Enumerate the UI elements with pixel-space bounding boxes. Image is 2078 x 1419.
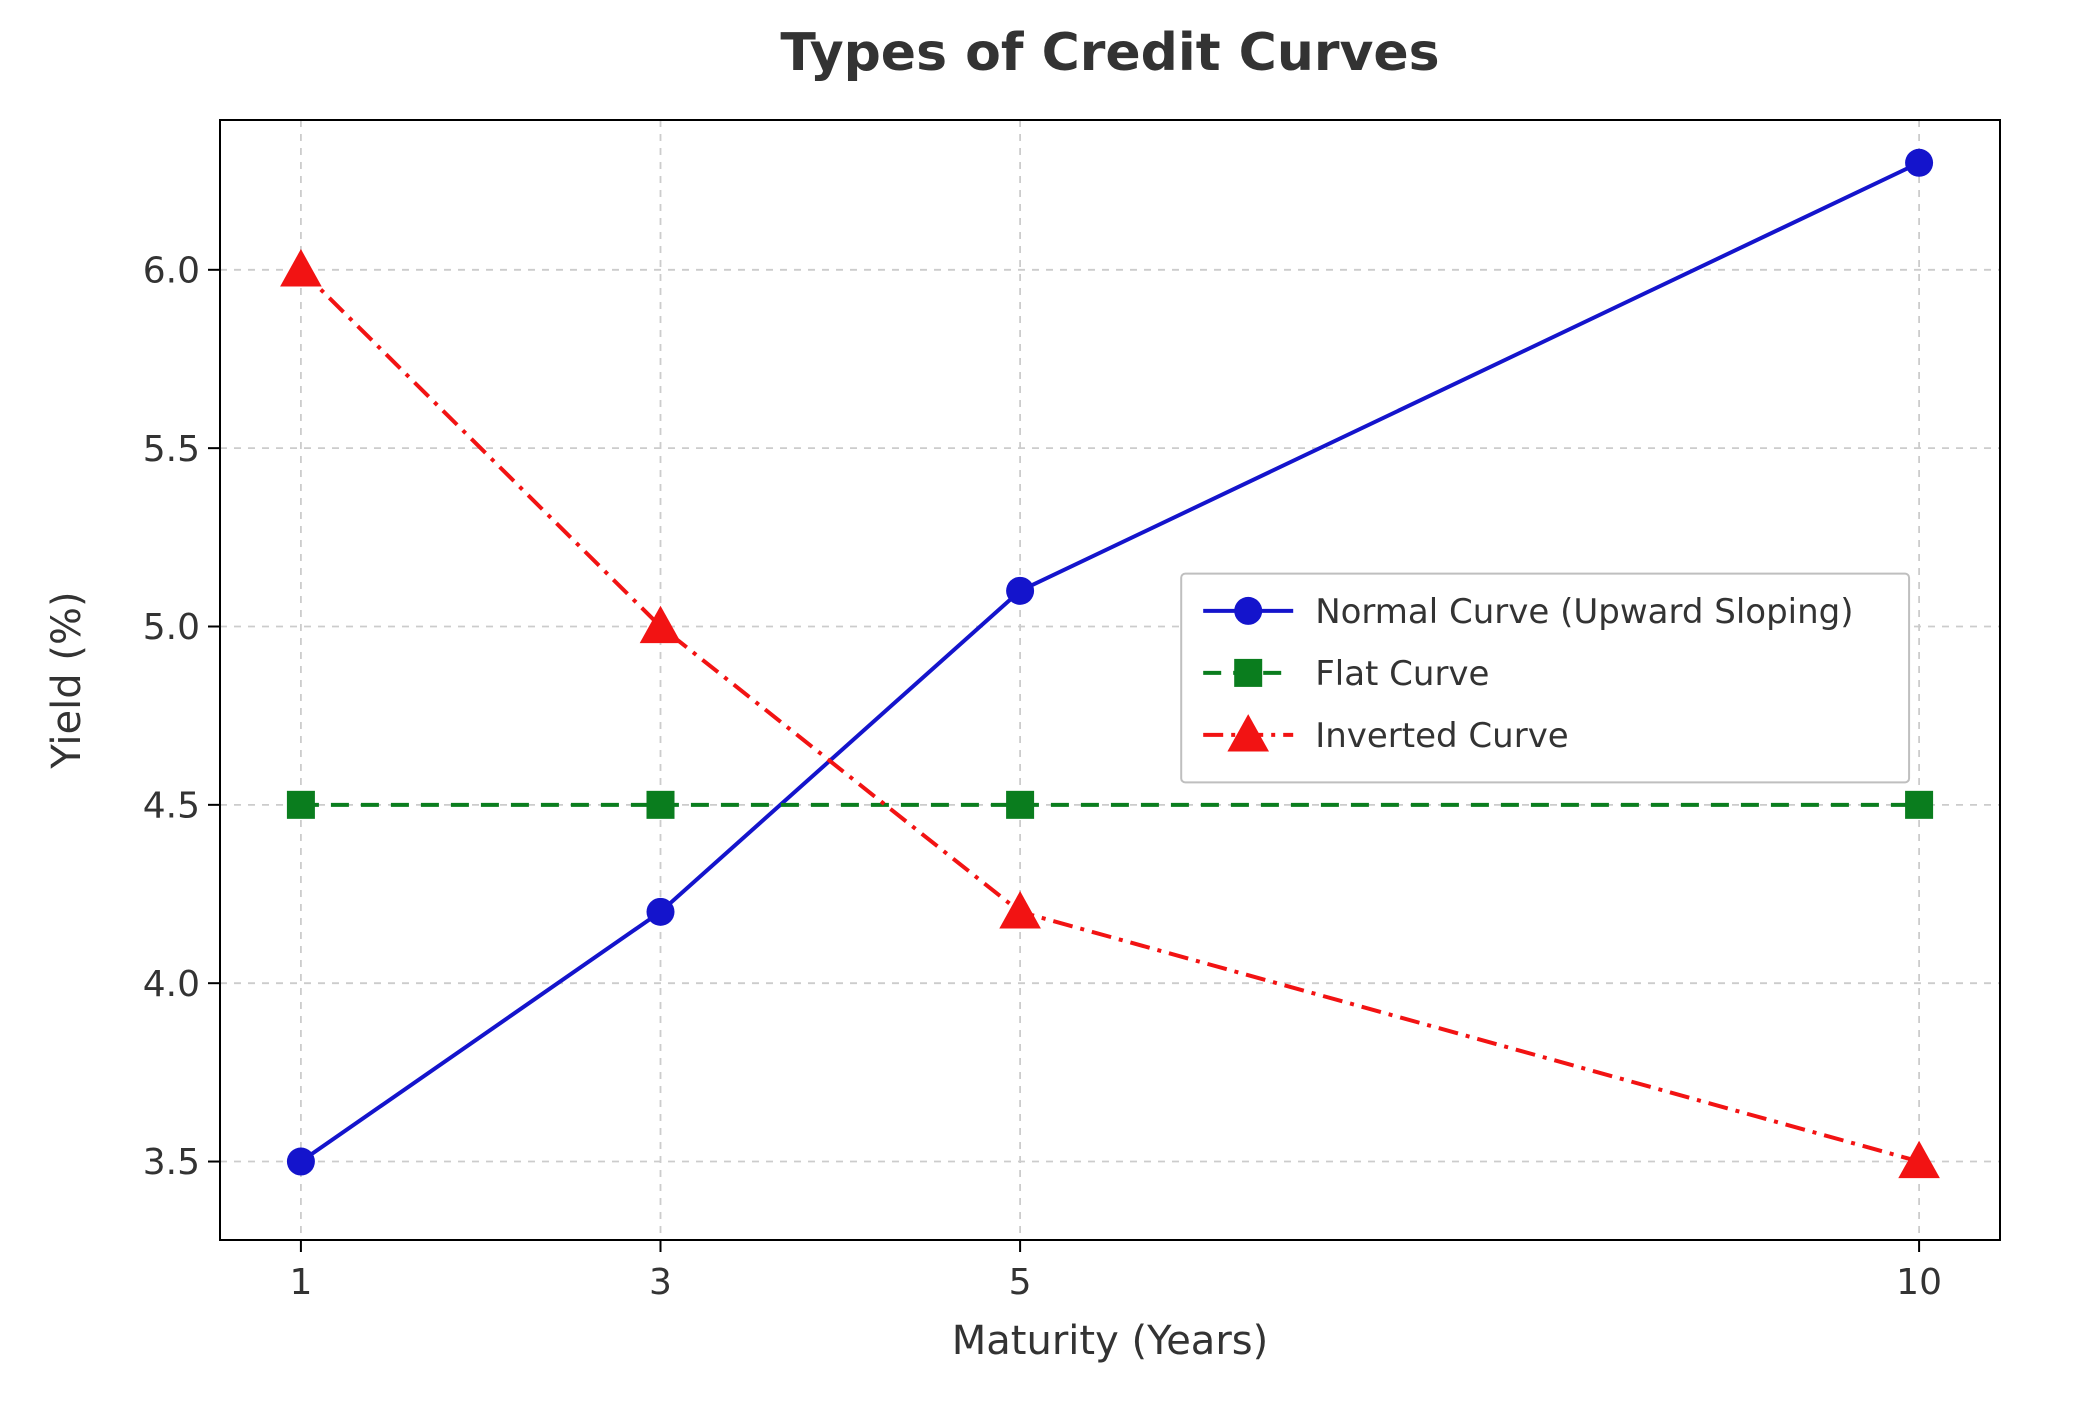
chart-container: 1 3 5 10 3.5 4.0 4.5 5.0 5.5 6.0 Maturity (Years) Y… [0, 0, 2078, 1419]
legend-label: Flat Curve [1315, 654, 1489, 694]
line-chart: 1 3 5 10 3.5 4.0 4.5 5.0 5.5 6.0 Maturity (Years) Y… [0, 0, 2078, 1419]
x-tick-label: 1 [289, 1262, 312, 1303]
chart-title: Types of Credit Curves [780, 23, 1439, 83]
y-tick-label: 5.5 [143, 429, 200, 470]
y-tick-label: 4.5 [143, 785, 200, 826]
x-tick-label: 3 [649, 1262, 672, 1303]
x-axis-label: Maturity (Years) [952, 1318, 1268, 1364]
y-tick-label: 3.5 [143, 1142, 200, 1183]
y-tick-label: 5.0 [143, 607, 200, 648]
x-tick-label: 5 [1009, 1262, 1032, 1303]
legend-label: Inverted Curve [1315, 716, 1569, 756]
y-tick-label: 6.0 [143, 250, 200, 291]
y-tick-label: 4.0 [143, 964, 200, 1005]
y-axis-label: Yield (%) [44, 591, 90, 769]
x-tick-label: 10 [1896, 1262, 1942, 1303]
legend: Normal Curve (Upward Sloping) Flat Curve I… [1181, 574, 1909, 783]
legend-label: Normal Curve (Upward Sloping) [1315, 592, 1853, 632]
